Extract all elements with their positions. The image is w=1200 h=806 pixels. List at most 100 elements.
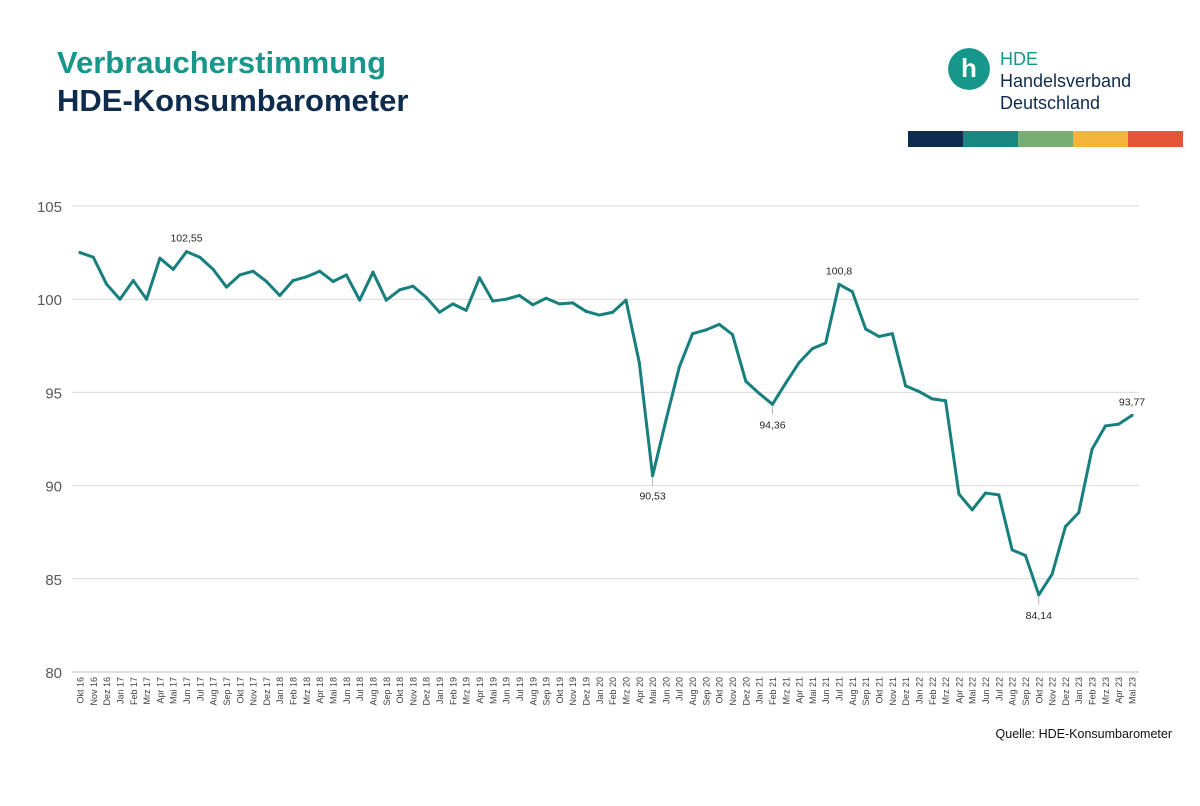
data-point [105,282,109,286]
x-tick-label: Mai 20 [648,677,658,704]
data-point [198,255,202,259]
logo-line-handelsverband: Handelsverband [1000,71,1132,91]
logo-line-deutschland: Deutschland [1000,93,1101,113]
logo-text: HDE Handelsverband Deutschland [1000,48,1131,114]
data-point [544,296,548,300]
data-point [531,303,535,307]
x-tick-label: Nov 22 [1048,677,1058,706]
x-tick-label: Aug 17 [209,677,219,706]
data-point [731,333,735,337]
x-tick-label: Jan 17 [115,677,125,704]
data-point [278,293,282,297]
data-point [611,310,615,314]
chart-subtitle: HDE-Konsumbarometer [57,83,409,118]
x-tick-label: Jun 22 [981,677,991,704]
x-tick-label: Apr 17 [155,677,165,704]
x-tick-label: Apr 19 [475,677,485,704]
x-tick-label: Aug 21 [848,677,858,706]
data-annotations: 102,55 90,53 94,36 100,8 84,14 93,77 [170,233,1145,622]
data-point [691,332,695,336]
x-tick-label: Mai 21 [808,677,818,704]
data-point [957,492,961,496]
chart-grid [72,205,1139,673]
logo-bar-segment-1 [908,131,963,147]
data-point [904,384,908,388]
data-point [837,282,841,286]
data-point [118,297,122,301]
x-tick-label: Mai 22 [968,677,978,704]
x-tick-label: Okt 22 [1034,677,1044,704]
x-tick-label: Feb 17 [129,677,139,705]
x-tick-label: Nov 19 [568,677,578,706]
data-point [91,255,95,259]
x-tick-label: Dez 22 [1061,677,1071,706]
data-point [464,308,468,312]
x-tick-label: Jan 21 [755,677,765,704]
x-tick-label: Okt 17 [235,677,245,704]
data-point [637,361,641,365]
data-point [398,288,402,292]
x-tick-label: Jan 18 [275,677,285,704]
x-tick-label: Dez 20 [741,677,751,706]
data-point [1010,548,1014,552]
x-tick-label: Aug 18 [368,677,378,706]
x-tick-label: Nov 17 [249,677,259,706]
data-point [1077,511,1081,515]
data-point [1037,593,1041,597]
x-tick-label: Jul 21 [835,677,845,701]
x-tick-label: Feb 18 [289,677,299,705]
x-tick-label: Jul 18 [355,677,365,701]
series-line [78,250,1134,597]
y-tick-label: 105 [37,199,62,216]
data-label: 94,36 [759,419,785,431]
x-tick-label: Jan 20 [595,677,605,704]
x-tick-label: Mai 23 [1128,677,1138,704]
x-tick-label: Sep 18 [382,677,392,706]
data-point [251,269,255,273]
data-point [291,279,295,283]
y-tick-label: 80 [45,665,62,682]
x-tick-label: Sep 22 [1021,677,1031,706]
logo-bar-segment-5 [1128,131,1183,147]
title-block: Verbraucherstimmung HDE-Konsumbarometer [57,44,408,120]
data-point [78,251,82,255]
x-tick-label: Apr 21 [795,677,805,704]
data-point [1103,424,1107,428]
x-tick-label: Jun 17 [182,677,192,704]
x-tick-label: Apr 23 [1114,677,1124,704]
data-point [371,270,375,274]
data-point [557,302,561,306]
logo-bar-segment-3 [1018,131,1073,147]
data-point [145,297,149,301]
data-point [717,322,721,326]
data-point [238,273,242,277]
data-point [824,341,828,345]
data-point [211,267,215,271]
x-tick-label: Dez 17 [262,677,272,706]
x-tick-label: Nov 16 [89,677,99,706]
data-point [784,381,788,385]
data-point [770,402,774,406]
x-tick-label: Okt 16 [76,677,86,704]
data-point [358,298,362,302]
x-tick-label: Mrz 19 [462,677,472,705]
x-tick-label: Apr 20 [635,677,645,704]
x-tick-label: Mrz 23 [1101,677,1111,705]
data-point [491,299,495,303]
data-point [331,279,335,283]
data-label: 84,14 [1026,610,1052,622]
x-tick-label: Sep 17 [222,677,232,706]
x-tick-label: Mrz 18 [302,677,312,705]
data-point [1050,572,1054,576]
data-point [451,302,455,306]
data-point [877,334,881,338]
data-point [477,276,481,280]
data-point [411,284,415,288]
x-tick-label: Dez 18 [422,677,432,706]
data-point [438,310,442,314]
x-tick-label: Mai 17 [169,677,179,704]
data-point [318,269,322,273]
x-tick-label: Okt 20 [715,677,725,704]
data-point [571,301,575,305]
